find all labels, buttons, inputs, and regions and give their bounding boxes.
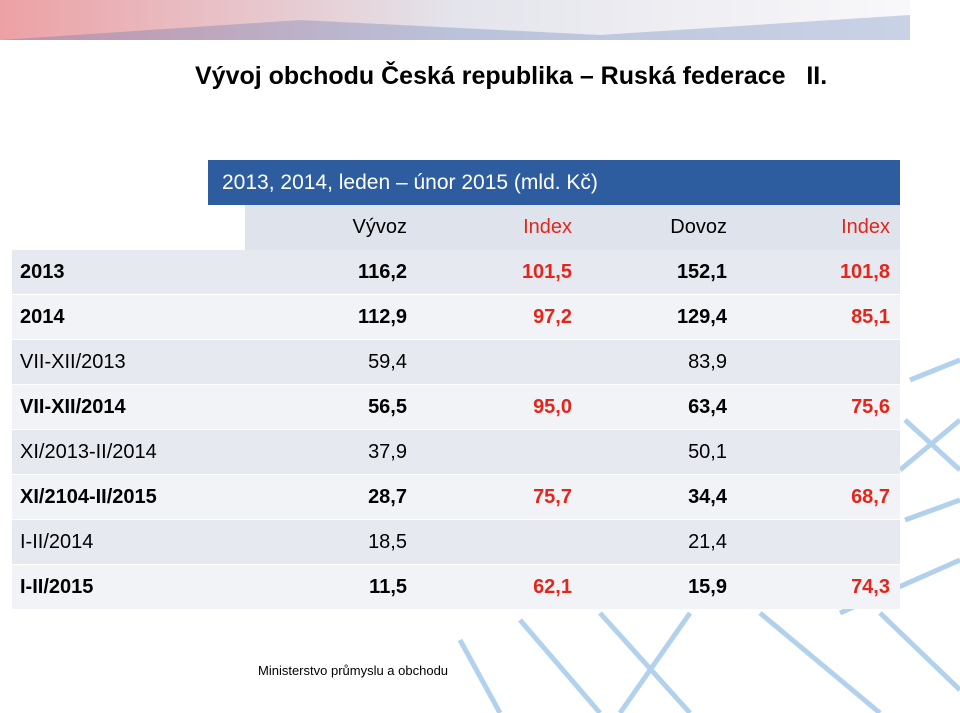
table-cell [735, 340, 900, 384]
table-cell: 18,5 [368, 531, 407, 553]
table-cell: 129,4 [676, 306, 727, 328]
table-cell: 75,6 [851, 396, 890, 418]
table-cell: 68,7 [851, 486, 890, 508]
row-label: I-II/2015 [20, 576, 94, 598]
flag-wave [0, 15, 910, 40]
table-cell: 37,9 [368, 441, 407, 463]
flag-band [0, 0, 910, 40]
table-cell: 74,3 [851, 576, 890, 598]
row-label: XI/2013-II/2014 [20, 441, 157, 463]
table-cell: 152,1 [676, 261, 727, 283]
table-cell [735, 430, 900, 474]
table-cell: 28,7 [368, 486, 407, 508]
table-cell: 34,4 [688, 486, 727, 508]
row-label: 2013 [20, 261, 65, 283]
table-row: VII-XII/2013 59,4 83,9 [12, 340, 900, 384]
row-label: I-II/2014 [20, 531, 94, 553]
table-cell: 15,9 [688, 576, 727, 598]
table-row: I-II/2015 11,5 62,1 15,9 74,3 [12, 565, 900, 609]
row-label: VII-XII/2013 [20, 351, 126, 373]
table-row: VII-XII/2014 56,5 95,0 63,4 75,6 [12, 385, 900, 429]
table-cell [735, 520, 900, 564]
table-cell [415, 520, 580, 564]
table-cell [415, 340, 580, 384]
table-cell: 112,9 [358, 306, 407, 328]
table-cell: 50,1 [688, 441, 727, 463]
table-cell: 97,2 [533, 306, 572, 328]
column-header: Index [523, 216, 572, 238]
table-row: 2014 112,9 97,2 129,4 85,1 [12, 295, 900, 339]
header-row: Vývoz Index Dovoz Index [12, 205, 900, 249]
header-row-bg [245, 205, 900, 250]
footer: Ministerstvo průmyslu a obchodu [258, 663, 449, 678]
table-cell: 85,1 [851, 306, 890, 328]
table-cell: 95,0 [533, 396, 572, 418]
table-cell: 101,8 [839, 261, 890, 283]
table-row: I-II/2014 18,5 21,4 [12, 520, 900, 564]
table-cell: 101,5 [521, 261, 572, 283]
table-cell: 21,4 [688, 531, 727, 553]
column-header: Index [841, 216, 890, 238]
table-cell: 56,5 [368, 396, 407, 418]
table-cell: 83,9 [688, 351, 727, 373]
title: Vývoj obchodu Česká republika – Ruská fe… [195, 62, 828, 90]
table-row: XI/2104-II/2015 28,7 75,7 34,4 68,7 [12, 475, 900, 519]
table-cell [415, 430, 580, 474]
table-cell: 75,7 [533, 486, 572, 508]
column-header: Vývoz [352, 216, 407, 238]
table-cell: 11,5 [369, 576, 407, 598]
table-caption: 2013, 2014, leden – únor 2015 (mld. Kč) [208, 160, 900, 205]
row-label: XI/2104-II/2015 [20, 486, 157, 508]
table-cell: 62,1 [533, 576, 572, 598]
table-row: 2013 116,2 101,5 152,1 101,8 [12, 250, 900, 294]
column-header: Dovoz [670, 216, 727, 238]
table-cell: 59,4 [368, 351, 407, 373]
row-label: 2014 [20, 306, 65, 328]
row-label: VII-XII/2014 [20, 396, 126, 418]
table-cell: 116,2 [358, 261, 407, 283]
table-cell: 63,4 [688, 396, 727, 418]
network-lines [457, 357, 960, 713]
table-row: XI/2013-II/2014 37,9 50,1 [12, 430, 900, 474]
